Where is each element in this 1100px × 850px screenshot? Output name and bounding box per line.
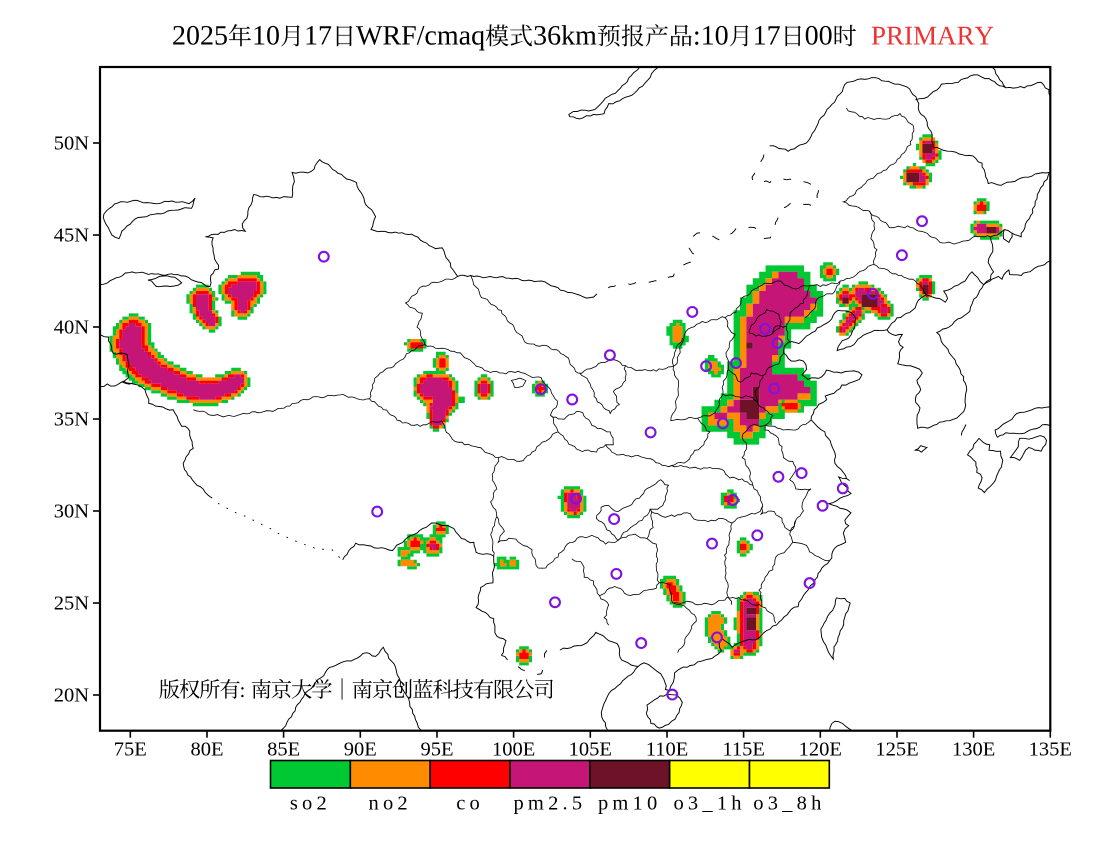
svg-text:110E: 110E (646, 739, 689, 761)
svg-text:35N: 35N (54, 409, 90, 431)
svg-text:135E: 135E (1029, 739, 1072, 761)
svg-text:80E: 80E (190, 739, 223, 761)
svg-text:75E: 75E (114, 739, 147, 761)
svg-text:o3_1h: o3_1h (673, 793, 745, 815)
svg-text:20N: 20N (54, 685, 90, 707)
svg-text:pm2.5: pm2.5 (513, 793, 586, 815)
svg-text:50N: 50N (54, 133, 90, 155)
svg-text:30N: 30N (54, 501, 90, 523)
svg-text:105E: 105E (569, 739, 612, 761)
svg-text:125E: 125E (875, 739, 918, 761)
svg-text:no2: no2 (369, 793, 412, 815)
svg-text:co: co (456, 793, 484, 815)
svg-text:115E: 115E (722, 739, 765, 761)
svg-text:so2: so2 (290, 793, 331, 815)
svg-text:o3_8h: o3_8h (753, 793, 825, 815)
svg-text:95E: 95E (420, 739, 453, 761)
svg-text:45N: 45N (54, 225, 90, 247)
svg-text:120E: 120E (799, 739, 842, 761)
svg-text:90E: 90E (344, 739, 377, 761)
svg-text:85E: 85E (267, 739, 300, 761)
svg-text:25N: 25N (54, 593, 90, 615)
svg-text:100E: 100E (492, 739, 535, 761)
svg-text:130E: 130E (952, 739, 995, 761)
svg-text:pm10: pm10 (598, 793, 662, 815)
svg-text:40N: 40N (54, 317, 90, 339)
